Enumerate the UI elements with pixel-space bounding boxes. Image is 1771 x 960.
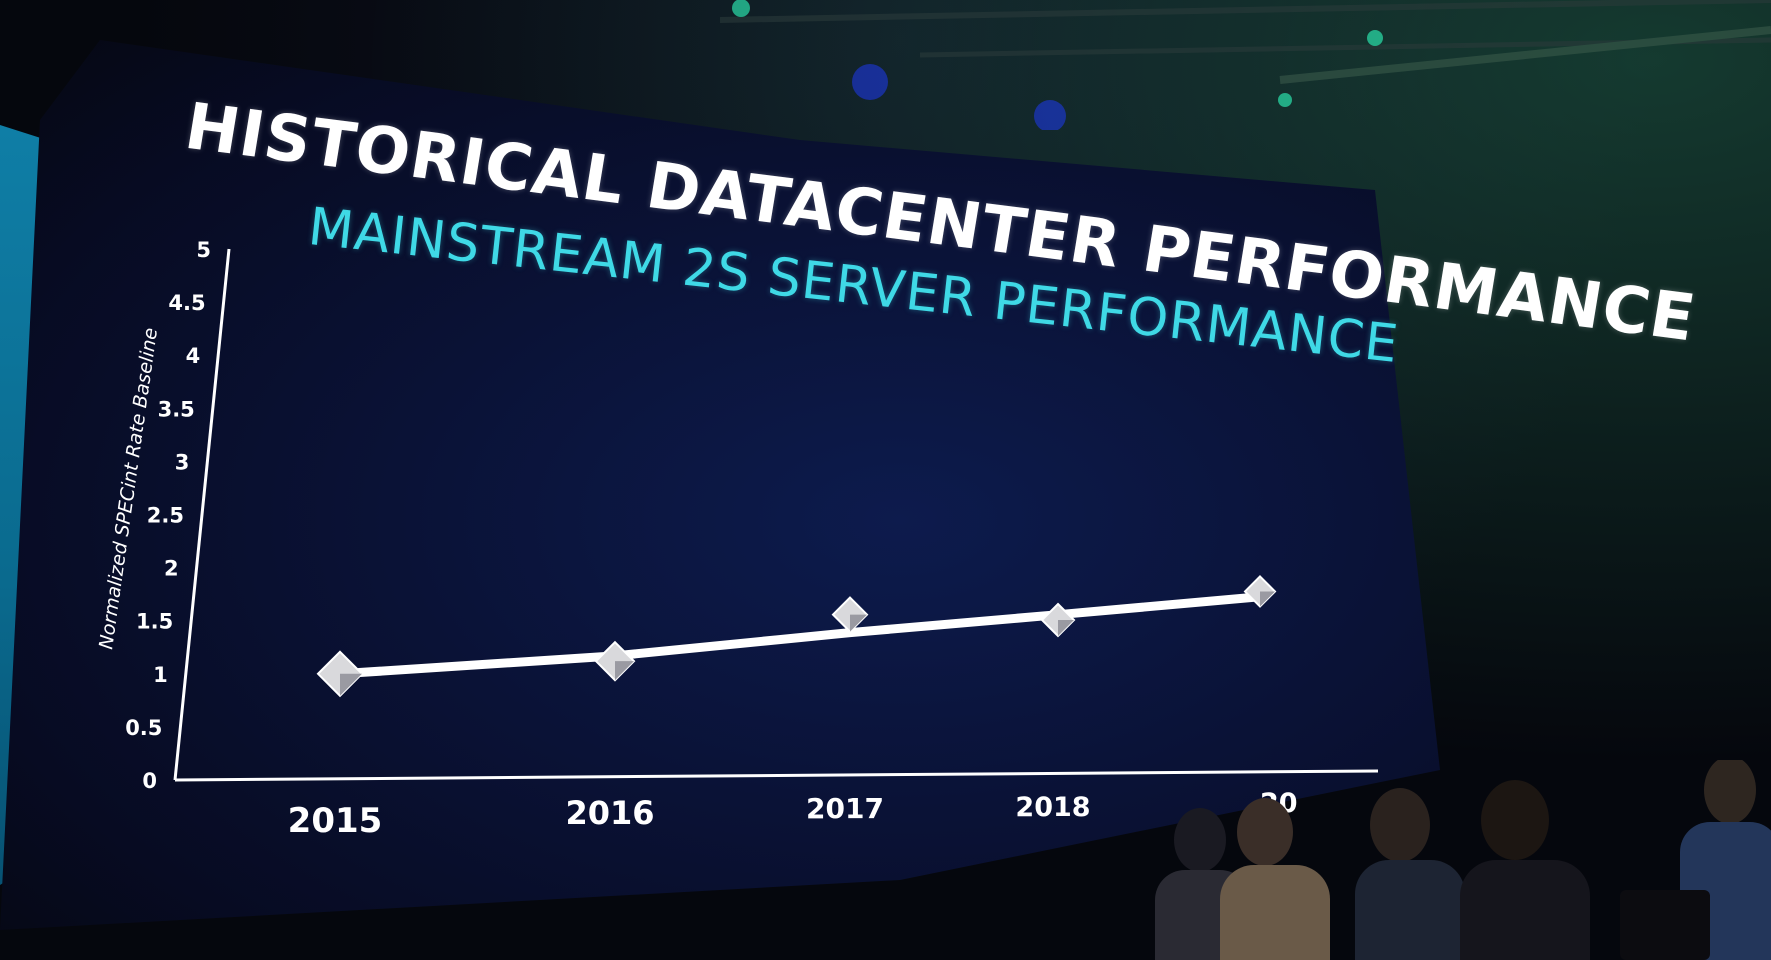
x-tick-label: 2016	[565, 794, 654, 832]
y-tick-label: 3.5	[158, 397, 195, 421]
y-tick-label: 3	[175, 450, 190, 474]
y-tick-label: 0	[142, 769, 157, 793]
y-tick-label: 2.5	[147, 504, 184, 528]
y-tick-label: 4	[186, 344, 201, 368]
y-tick-label: 4.5	[168, 291, 205, 315]
y-tick-label: 1	[153, 663, 168, 687]
trend-line	[335, 592, 1265, 679]
x-tick-label: 2015	[288, 801, 383, 841]
data-point	[316, 650, 364, 698]
stage-light-icon	[1034, 100, 1066, 130]
y-tick-labels: 0 0.5 1 1.5 2 2.5 3 3.5 4 4.5 5	[125, 238, 211, 793]
data-point	[594, 640, 636, 682]
stage-light-icon	[732, 0, 750, 17]
audience-silhouettes	[1155, 760, 1771, 960]
y-tick-label: 2	[164, 557, 179, 581]
y-tick-label: 5	[196, 238, 211, 262]
x-tick-label: 2018	[1015, 792, 1090, 823]
y-tick-label: 0.5	[125, 716, 162, 740]
data-markers	[316, 575, 1277, 698]
data-point	[1040, 602, 1076, 638]
data-point	[1243, 575, 1277, 608]
x-axis	[174, 769, 1379, 782]
stage-light-icon	[1278, 93, 1292, 107]
stage-lighting-truss	[720, 0, 1771, 130]
stage-light-icon	[1367, 30, 1383, 46]
stage-light-icon	[852, 64, 888, 100]
x-tick-label: 2017	[806, 792, 884, 825]
data-point	[831, 596, 869, 633]
y-axis	[173, 248, 231, 781]
y-axis-title: Normalized SPECint Rate Baseline	[95, 326, 162, 650]
y-tick-label: 1.5	[136, 610, 173, 634]
